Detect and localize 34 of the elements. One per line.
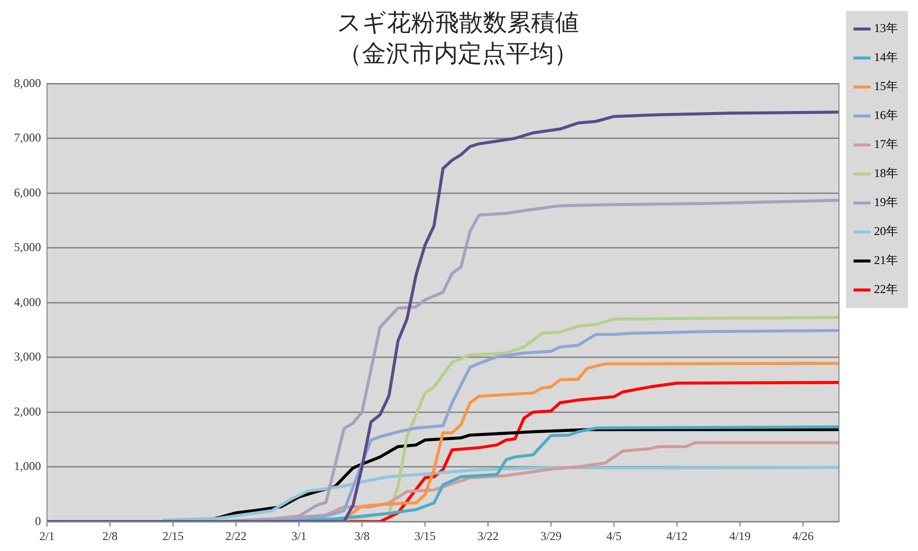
legend-label: 13年: [874, 21, 898, 36]
chart-title: スギ花粉飛散数累積値: [337, 10, 579, 37]
y-tick-label: 1,000: [14, 459, 41, 474]
y-tick-label: 3,000: [14, 350, 41, 364]
y-tick-label: 0: [35, 514, 41, 528]
legend-label: 22年: [874, 282, 898, 296]
x-tick-label: 2/1: [39, 528, 55, 543]
x-tick-label: 2/8: [102, 528, 118, 543]
x-tick-label: 3/1: [291, 528, 307, 543]
y-tick-label: 6,000: [14, 185, 41, 200]
y-tick-label: 7,000: [14, 130, 41, 145]
legend-label: 17年: [874, 137, 898, 152]
legend-label: 14年: [874, 50, 898, 64]
legend-label: 15年: [874, 79, 898, 94]
legend-label: 20年: [874, 224, 898, 238]
x-tick-label: 3/29: [540, 528, 562, 543]
x-tick-label: 2/15: [162, 528, 184, 543]
x-tick-label: 3/15: [414, 528, 436, 543]
x-tick-label: 4/5: [606, 528, 622, 543]
chart-subtitle: （金沢市内定点平均）: [338, 40, 578, 68]
legend-label: 18年: [874, 166, 898, 180]
x-tick-label: 3/22: [477, 528, 499, 543]
y-tick-label: 5,000: [14, 240, 41, 254]
y-tick-label: 2,000: [14, 404, 41, 418]
legend-label: 21年: [874, 253, 898, 268]
legend-label: 16年: [874, 108, 898, 122]
legend-label: 19年: [874, 195, 898, 210]
y-tick-label: 4,000: [14, 294, 41, 309]
y-tick-label: 8,000: [14, 76, 41, 90]
x-tick-label: 4/26: [792, 528, 814, 543]
x-tick-label: 4/12: [666, 528, 688, 543]
x-tick-label: 3/8: [354, 528, 370, 543]
x-tick-label: 2/22: [225, 528, 247, 543]
x-tick-label: 4/19: [729, 528, 751, 543]
